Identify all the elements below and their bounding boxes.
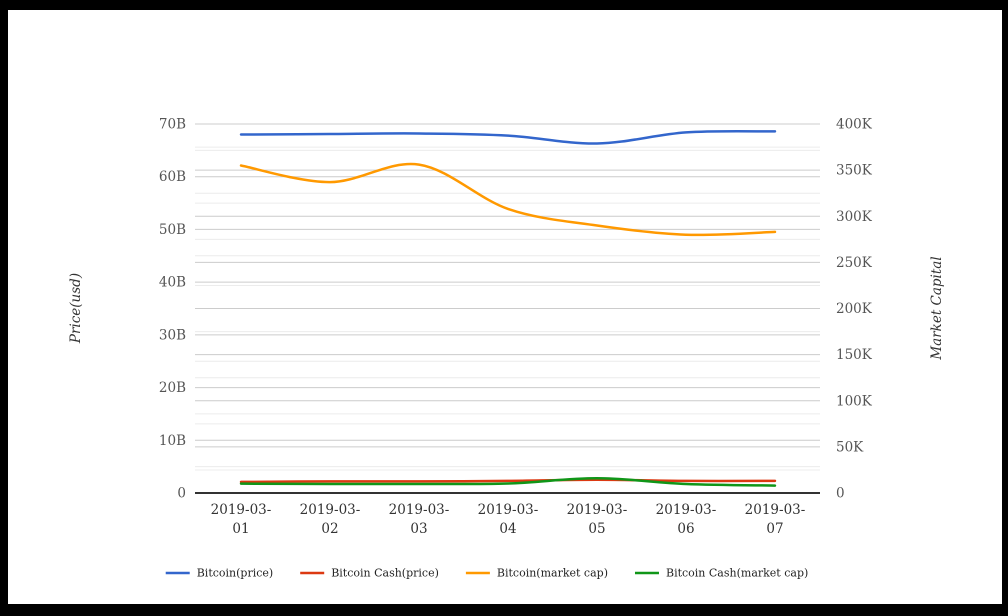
legend-label-bitcoin-price: Bitcoin(price) [197,567,273,580]
series-line-bitcoin-cash-price [239,478,777,484]
x-tick-label-line2: 06 [677,521,694,537]
legend-label-bitcoin-cash-price: Bitcoin Cash(price) [331,567,439,580]
right-tick-label: 200K [836,301,873,317]
legend-label-bitcoin-market-cap: Bitcoin(market cap) [497,567,608,580]
x-tick-label: 2019-03- 02 [300,502,361,537]
left-tick-label: 10B [159,433,186,449]
major-gridlines [195,123,820,448]
x-tick-label-line2: 04 [499,521,516,537]
left-tick-label: 20B [159,380,186,396]
right-tick-label: 350K [836,163,873,179]
x-tick-label: 2019-03- 03 [389,502,450,537]
series-line-bitcoin-price [239,129,777,145]
x-tick-label: 2019-03- 05 [567,502,628,537]
left-tick-label: 40B [159,275,186,291]
series-line-bitcoin-market-cap [239,162,777,237]
x-tick-label-line2: 07 [766,521,783,537]
x-tick-label: 2019-03- 07 [745,502,806,537]
x-tick-label-line1: 2019-03- [478,502,539,518]
x-tick-label-line2: 03 [410,521,427,537]
x-tick-label: 2019-03- 01 [211,502,272,537]
legend-item-bitcoin-market-cap: Bitcoin(market cap) [465,567,608,580]
right-tick-label: 300K [836,209,873,225]
x-axis-tick-labels: 2019-03- 01 2019-03- 02 2019-03- 03 2019-03- 04… [211,502,806,537]
left-tick-label: 30B [159,327,186,343]
chart-legend: Bitcoin(price) Bitcoin Cash(price) Bitcoin… [165,567,808,580]
legend-item-bitcoin-cash-price: Bitcoin Cash(price) [300,567,439,580]
right-tick-label: 0 [836,486,845,502]
series-lines [239,129,777,487]
right-tick-label: 250K [836,255,873,271]
x-tick-label-line1: 2019-03- [745,502,806,518]
x-tick-label-line2: 01 [232,521,249,537]
legend-item-bitcoin-price: Bitcoin(price) [165,567,273,580]
left-axis-tick-labels: 0 10B 20B 30B 40B 50B 60B 70B [159,117,186,502]
legend-label-bitcoin-cash-market-cap: Bitcoin Cash(market cap) [666,567,808,580]
right-tick-label: 400K [836,117,873,133]
left-axis-title: Price(usd) [68,273,84,344]
x-tick-label-line1: 2019-03- [389,502,450,518]
x-tick-label-line2: 05 [588,521,605,537]
left-tick-label: 50B [159,222,186,238]
right-axis-tick-labels: 0 50K 100K 150K 200K 250K 300K 350K 400K [836,117,873,502]
minor-gridlines [195,146,820,471]
left-tick-label: 70B [159,117,186,133]
x-tick-label-line1: 2019-03- [300,502,361,518]
x-tick-label-line1: 2019-03- [656,502,717,518]
legend-item-bitcoin-cash-market-cap: Bitcoin Cash(market cap) [634,567,808,580]
right-tick-label: 150K [836,347,873,363]
right-tick-label: 100K [836,393,873,409]
right-tick-label: 50K [836,439,864,455]
left-tick-label: 0 [177,486,186,502]
x-tick-label-line1: 2019-03- [567,502,628,518]
x-tick-label-line2: 02 [321,521,338,537]
series-line-bitcoin-cash-market-cap [239,477,777,487]
left-tick-label: 60B [159,169,186,185]
x-tick-label: 2019-03- 06 [656,502,717,537]
right-axis-title: Market Capital [929,256,945,360]
chart-background [8,10,1002,604]
x-tick-label-line1: 2019-03- [211,502,272,518]
x-tick-label: 2019-03- 04 [478,502,539,537]
